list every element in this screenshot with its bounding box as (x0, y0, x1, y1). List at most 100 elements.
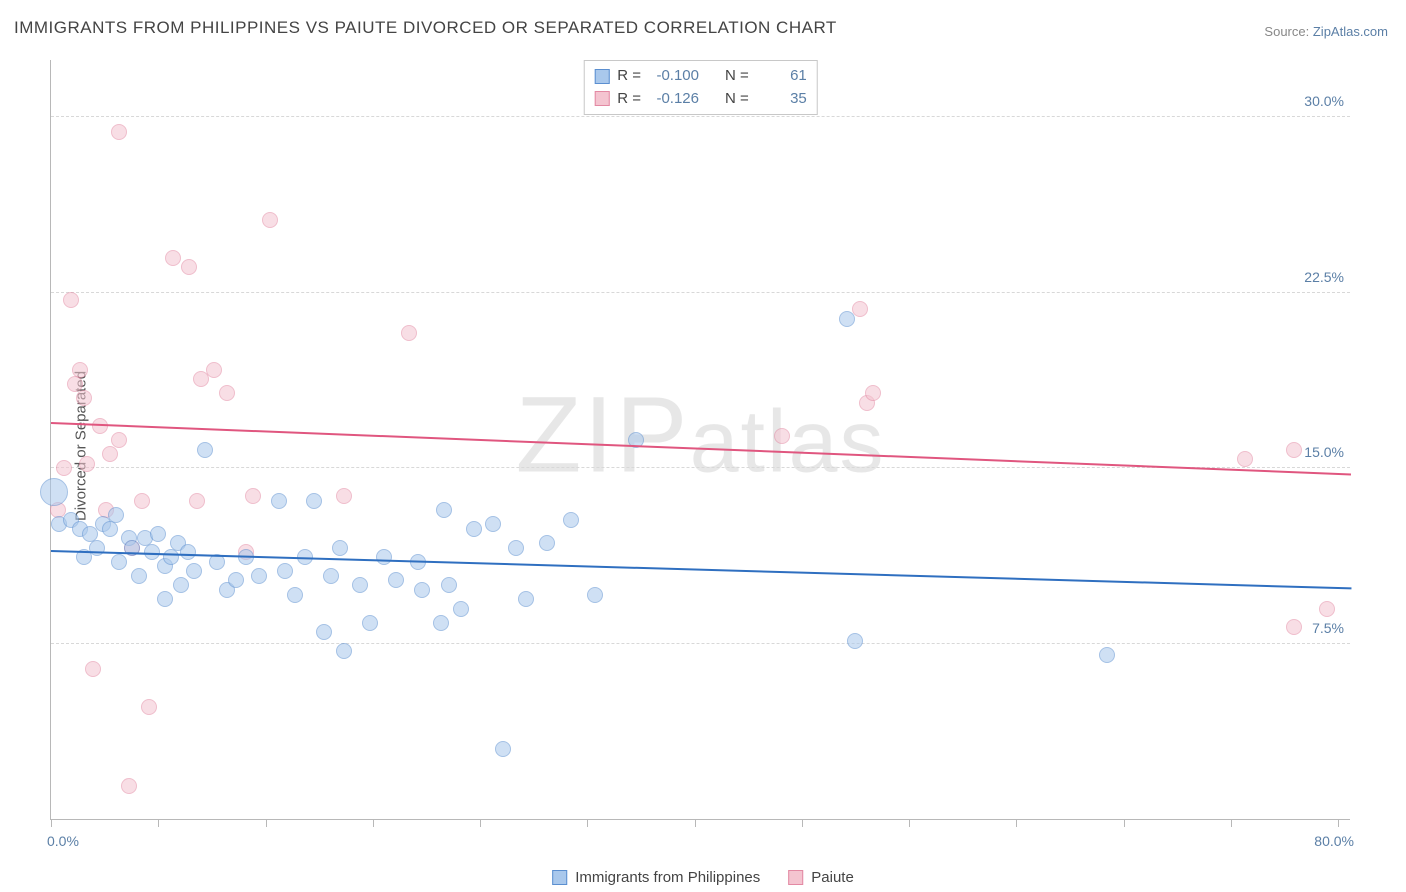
x-tick (695, 819, 696, 827)
scatter-point (102, 521, 118, 537)
series-legend: Immigrants from Philippines Paiute (552, 869, 854, 886)
scatter-point (173, 577, 189, 593)
scatter-point (495, 741, 511, 757)
scatter-point (163, 549, 179, 565)
scatter-point (40, 478, 68, 506)
scatter-point (165, 250, 181, 266)
x-tick (1338, 819, 1339, 827)
legend-stat-row: R =-0.126N =35 (594, 88, 807, 111)
legend-r-label: R = (617, 65, 641, 88)
scatter-plot-area: ZIPatlas R = -0.100 N = 61R = -0.126 N = 35 7.… (50, 60, 1350, 820)
scatter-point (539, 535, 555, 551)
scatter-point (111, 432, 127, 448)
scatter-point (56, 460, 72, 476)
scatter-point (587, 587, 603, 603)
scatter-point (287, 587, 303, 603)
scatter-point (228, 572, 244, 588)
scatter-point (323, 568, 339, 584)
x-tick (909, 819, 910, 827)
x-tick (480, 819, 481, 827)
legend-n-value: 61 (757, 65, 807, 88)
legend-stat-row: R = -0.100 N = 61 (594, 65, 807, 88)
scatter-point (414, 582, 430, 598)
legend-series-name: Paiute (811, 869, 854, 886)
stats-legend-box: R = -0.100 N = 61R = -0.126 N = 35 (583, 60, 818, 115)
scatter-point (111, 554, 127, 570)
source-attribution: Source: ZipAtlas.com (1264, 24, 1388, 39)
scatter-point (251, 568, 267, 584)
scatter-point (518, 591, 534, 607)
x-tick (1231, 819, 1232, 827)
scatter-point (245, 488, 261, 504)
scatter-point (306, 493, 322, 509)
legend-r-value: -0.100 (649, 65, 699, 88)
scatter-point (262, 212, 278, 228)
y-tick-label: 15.0% (1304, 444, 1344, 460)
scatter-point (150, 526, 166, 542)
scatter-point (111, 124, 127, 140)
scatter-point (1319, 601, 1335, 617)
scatter-point (79, 456, 95, 472)
legend-r-value: -0.126 (649, 88, 699, 111)
trend-line (51, 550, 1351, 589)
x-max-label: 80.0% (1314, 833, 1354, 849)
scatter-point (72, 362, 88, 378)
scatter-point (352, 577, 368, 593)
scatter-point (85, 661, 101, 677)
y-tick-label: 30.0% (1304, 93, 1344, 109)
scatter-point (316, 624, 332, 640)
scatter-point (141, 699, 157, 715)
legend-swatch (788, 870, 803, 885)
scatter-point (508, 540, 524, 556)
scatter-point (219, 385, 235, 401)
scatter-point (847, 633, 863, 649)
scatter-point (839, 311, 855, 327)
scatter-point (134, 493, 150, 509)
scatter-point (1286, 619, 1302, 635)
legend-swatch (594, 91, 609, 106)
legend-n-label: N = (725, 65, 749, 88)
scatter-point (563, 512, 579, 528)
scatter-point (180, 544, 196, 560)
scatter-point (271, 493, 287, 509)
scatter-point (1099, 647, 1115, 663)
legend-swatch (594, 69, 609, 84)
scatter-point (336, 488, 352, 504)
gridline-h (51, 643, 1350, 644)
watermark-text: ZIPatlas (516, 371, 886, 496)
scatter-point (63, 292, 79, 308)
x-tick (51, 819, 52, 827)
scatter-point (774, 428, 790, 444)
scatter-point (131, 568, 147, 584)
scatter-point (466, 521, 482, 537)
legend-swatch (552, 870, 567, 885)
legend-series-name: Immigrants from Philippines (575, 869, 760, 886)
legend-item: Immigrants from Philippines (552, 869, 760, 886)
legend-r-label: R = (617, 88, 641, 111)
scatter-point (189, 493, 205, 509)
source-label: Source: (1264, 24, 1309, 39)
scatter-point (332, 540, 348, 556)
scatter-point (197, 442, 213, 458)
scatter-point (401, 325, 417, 341)
scatter-point (376, 549, 392, 565)
scatter-point (865, 385, 881, 401)
scatter-point (102, 446, 118, 462)
gridline-h (51, 292, 1350, 293)
chart-title: IMMIGRANTS FROM PHILIPPINES VS PAIUTE DI… (14, 18, 837, 38)
x-min-label: 0.0% (47, 833, 79, 849)
x-tick (373, 819, 374, 827)
legend-n-value: 35 (757, 88, 807, 111)
x-tick (266, 819, 267, 827)
scatter-point (336, 643, 352, 659)
x-tick (1124, 819, 1125, 827)
scatter-point (1286, 442, 1302, 458)
x-tick (802, 819, 803, 827)
y-tick-label: 22.5% (1304, 269, 1344, 285)
scatter-point (441, 577, 457, 593)
x-tick (587, 819, 588, 827)
scatter-point (181, 259, 197, 275)
y-tick-label: 7.5% (1312, 620, 1344, 636)
scatter-point (108, 507, 124, 523)
legend-item: Paiute (788, 869, 854, 886)
